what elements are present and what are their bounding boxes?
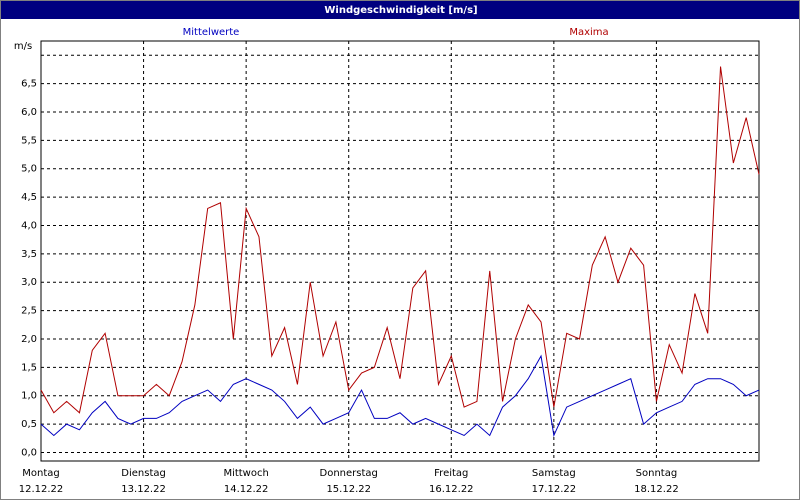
chart-title: Windgeschwindigkeit [m/s] (324, 5, 477, 16)
y-tick-label: 5,5 (21, 135, 37, 146)
y-axis-label: m/s (14, 41, 32, 52)
x-tick-label: Dienstag 13.12.22 (121, 468, 166, 495)
legend-label: Mittelwerte (183, 27, 240, 38)
legend-label: Maxima (569, 27, 608, 38)
y-tick-label: 6,0 (21, 107, 37, 118)
x-tick-label: Donnerstag 15.12.22 (319, 468, 378, 495)
y-tick-label: 4,0 (21, 220, 37, 231)
y-tick-label: 2,5 (21, 306, 37, 317)
y-tick-label: 1,5 (21, 362, 37, 373)
x-tick-label: Freitag 16.12.22 (429, 468, 474, 495)
y-tick-label: 3,0 (21, 277, 37, 288)
y-tick-label: 3,5 (21, 249, 37, 260)
y-tick-label: 5,0 (21, 164, 37, 175)
y-tick-label: 0,5 (21, 419, 37, 430)
x-tick-label: Montag 12.12.22 (18, 468, 64, 495)
title-bar (1, 1, 799, 19)
y-tick-label: 4,5 (21, 192, 37, 203)
y-tick-label: 1,0 (21, 391, 37, 402)
y-tick-label: 2,0 (21, 334, 37, 345)
x-tick-label: Mittwoch 14.12.22 (223, 468, 269, 495)
x-tick-label: Samstag 17.12.22 (531, 468, 577, 495)
y-tick-label: 6,5 (21, 79, 37, 90)
x-tick-label: Sonntag 18.12.22 (634, 468, 679, 495)
data-line (40, 354, 760, 438)
data-line (40, 66, 760, 414)
plot-area (40, 40, 760, 462)
y-tick-label: 0,0 (21, 447, 37, 458)
